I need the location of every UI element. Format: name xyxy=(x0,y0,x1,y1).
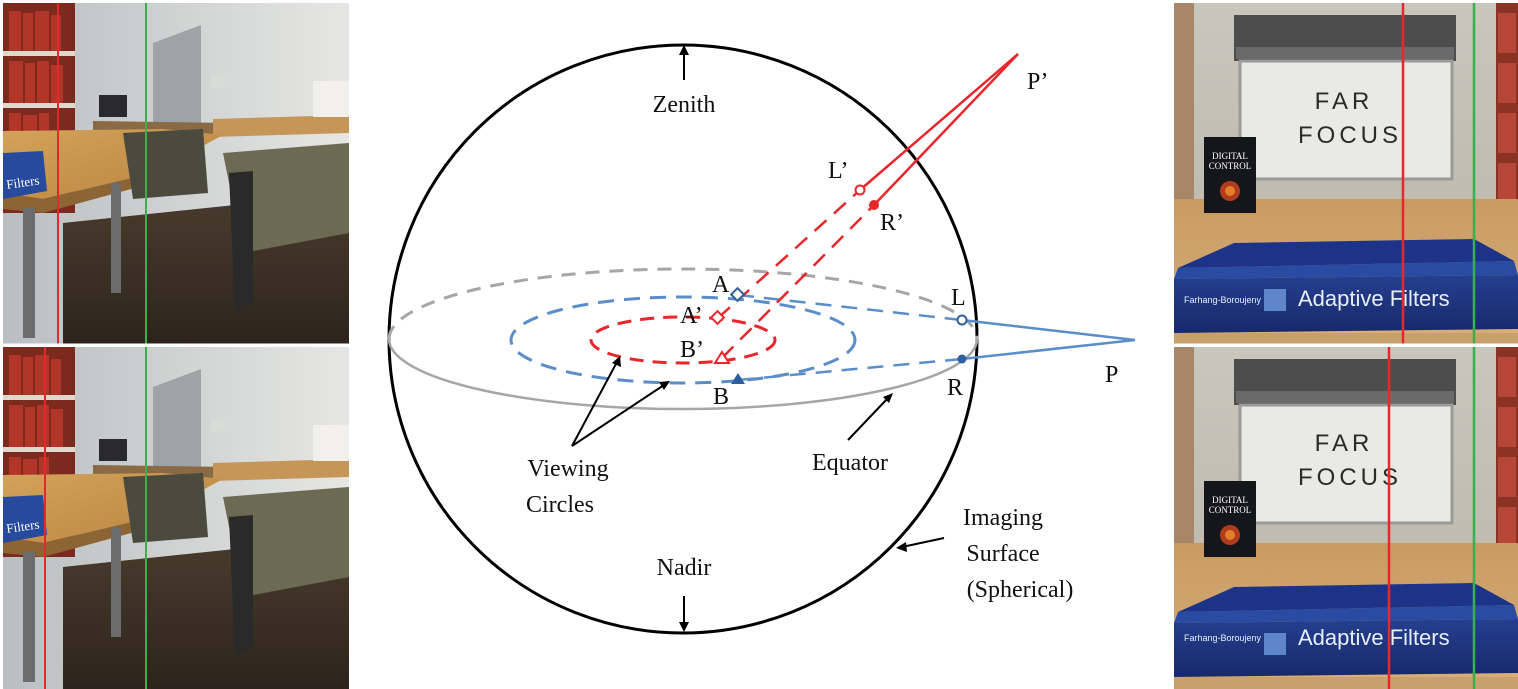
sign-line2-bottom: FOCUS xyxy=(1298,464,1402,491)
equator-arrow xyxy=(847,397,889,441)
book-cover-line2: CONTROL xyxy=(1209,161,1252,171)
book-spine-title-bottom: Adaptive Filters xyxy=(1298,625,1450,650)
viewing-arrow-1 xyxy=(571,361,618,447)
label-l-prime: L’ xyxy=(828,158,848,184)
book-cover-line2-bottom: CONTROL xyxy=(1209,505,1252,515)
left-photo-top xyxy=(3,3,349,345)
equator-back xyxy=(387,267,979,340)
left-photo-bottom xyxy=(3,347,349,689)
ray-lprime-to-pprime xyxy=(859,53,1019,191)
label-viewing-line2: Circles xyxy=(526,492,594,518)
label-p: P xyxy=(1105,362,1118,388)
viewing-arrow-2 xyxy=(571,384,665,447)
ray-rprime-to-pprime xyxy=(873,53,1019,206)
book-cover-line1-bottom: DIGITAL xyxy=(1212,495,1248,505)
label-r: R xyxy=(947,375,963,401)
marker-r xyxy=(957,354,967,364)
marker-r-prime xyxy=(869,200,879,210)
marker-b-prime xyxy=(713,350,731,364)
book-spine-author: Farhang-Boroujeny xyxy=(1184,295,1262,305)
equator-front xyxy=(387,338,979,411)
label-p-prime: P’ xyxy=(1027,69,1048,95)
label-imaging-line1: Imaging xyxy=(963,505,1043,531)
label-equator: Equator xyxy=(812,450,888,476)
sign-line1: FAR xyxy=(1315,88,1374,115)
marker-a-prime xyxy=(709,309,726,326)
sphere-diagram: Zenith Nadir Equator Viewing Circles Ima… xyxy=(387,43,1136,635)
marker-l xyxy=(956,314,968,326)
label-zenith: Zenith xyxy=(653,92,716,118)
marker-b xyxy=(731,373,745,384)
label-r-prime: R’ xyxy=(880,210,904,236)
label-imaging-line3: (Spherical) xyxy=(967,577,1074,603)
label-l: L xyxy=(951,285,966,311)
label-b: B xyxy=(713,384,729,410)
ray-a-to-l xyxy=(737,293,963,322)
label-a: A xyxy=(712,272,730,298)
ray-bprime-to-rprime xyxy=(721,204,875,359)
label-a-prime: A’ xyxy=(680,303,703,329)
sign-line2: FOCUS xyxy=(1298,122,1402,149)
book-spine-author-bottom: Farhang-Boroujeny xyxy=(1184,633,1262,643)
label-b-prime: B’ xyxy=(680,337,704,363)
marker-a xyxy=(729,286,746,303)
label-nadir: Nadir xyxy=(657,555,712,581)
viewing-circle-blue xyxy=(509,295,857,385)
book-cover-line1: DIGITAL xyxy=(1212,151,1248,161)
label-viewing-line1: Viewing xyxy=(527,456,608,482)
label-imaging-line2: Surface xyxy=(966,541,1039,567)
right-photo-top: FAR FOCUS DIGITAL CONTROL Adaptive Filte… xyxy=(1172,1,1518,348)
ray-r-to-p xyxy=(961,338,1136,361)
sign-line1-bottom: FAR xyxy=(1315,430,1374,457)
imaging-arrow xyxy=(901,537,945,548)
ray-b-to-r xyxy=(737,357,963,382)
ray-l-to-p xyxy=(961,318,1136,342)
marker-l-prime xyxy=(854,184,866,196)
viewing-circle-red xyxy=(589,315,777,365)
book-spine-title: Adaptive Filters xyxy=(1298,286,1450,311)
right-photo-bottom: FAR FOCUS DIGITAL CONTROL Adaptive Filte… xyxy=(1172,345,1518,689)
